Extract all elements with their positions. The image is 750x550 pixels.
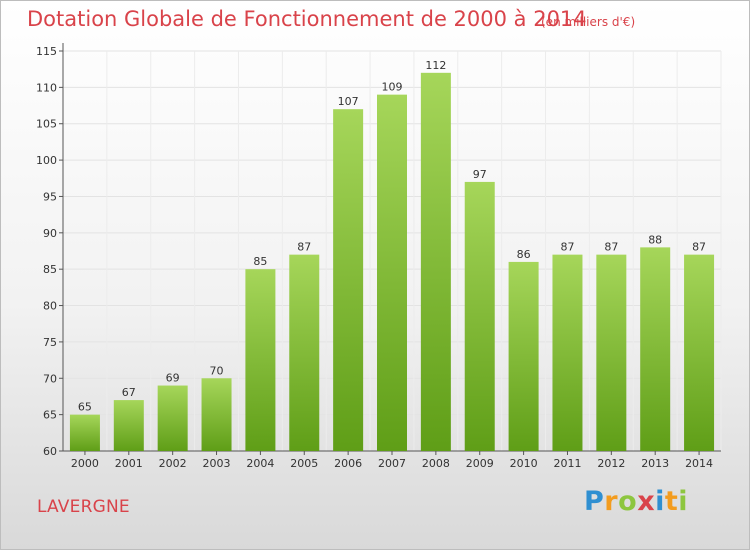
bar (69, 414, 100, 451)
y-tick-label: 90 (43, 227, 57, 240)
x-tick-label: 2005 (290, 457, 318, 470)
y-tick-label: 60 (43, 445, 57, 458)
y-tick-label: 115 (36, 45, 57, 58)
logo-letter: x (637, 486, 656, 517)
x-tick-label: 2000 (71, 457, 99, 470)
logo-letter: o (618, 486, 638, 517)
x-tick-label: 2002 (159, 457, 187, 470)
bar (508, 261, 539, 451)
proxiti-logo[interactable]: Proxiti (584, 486, 688, 517)
data-label: 85 (253, 255, 267, 268)
data-label: 107 (338, 95, 359, 108)
logo-letter: i (655, 486, 665, 517)
y-tick-label: 95 (43, 190, 57, 203)
x-tick-label: 2008 (422, 457, 450, 470)
y-tick-label: 100 (36, 154, 57, 167)
x-tick-label: 2004 (246, 457, 274, 470)
bar (333, 109, 364, 451)
bar (552, 254, 583, 451)
bar (157, 385, 188, 451)
bar (289, 254, 320, 451)
y-tick-label: 105 (36, 118, 57, 131)
x-tick-label: 2012 (597, 457, 625, 470)
x-tick-label: 2010 (510, 457, 538, 470)
x-tick-label: 2014 (685, 457, 713, 470)
y-tick-label: 75 (43, 336, 57, 349)
commune-name: LAVERGNE (37, 497, 130, 517)
chart-unit: (en milliers d'€) (541, 15, 636, 29)
x-tick-label: 2003 (203, 457, 231, 470)
y-tick-label: 65 (43, 409, 57, 422)
data-label: 109 (382, 81, 403, 94)
data-labels: 65 67 69 70 85 87 107 109 112 97 86 87 87 88 87 (78, 59, 706, 414)
bar (113, 400, 144, 451)
y-tick-label: 70 (43, 372, 57, 385)
data-label: 65 (78, 401, 92, 414)
x-tick-label: 2006 (334, 457, 362, 470)
y-tick-label: 80 (43, 300, 57, 313)
data-label: 88 (648, 233, 662, 246)
x-tick-label: 2001 (115, 457, 143, 470)
x-tick-label: 2011 (553, 457, 581, 470)
x-tick-label: 2013 (641, 457, 669, 470)
data-label: 70 (210, 364, 224, 377)
data-label: 112 (425, 59, 446, 72)
data-label: 67 (122, 386, 136, 399)
data-label: 97 (473, 168, 487, 181)
x-tick-label: 2007 (378, 457, 406, 470)
logo-letter: t (664, 486, 679, 517)
x-tick-label: 2009 (466, 457, 494, 470)
bars (69, 72, 715, 452)
data-label: 87 (560, 241, 574, 254)
axes: 60 65 70 75 80 85 90 95 100 105 110 115 2000 2001 2002… (36, 43, 721, 470)
bar (420, 72, 451, 452)
bar (245, 269, 276, 451)
logo-letter: P (584, 486, 605, 517)
data-label: 87 (604, 241, 618, 254)
bar (464, 181, 495, 451)
bar (377, 94, 407, 452)
bar (596, 254, 627, 451)
logo-letter: i (678, 486, 689, 517)
y-tick-label: 85 (43, 263, 57, 276)
data-label: 87 (297, 241, 311, 254)
data-label: 87 (692, 241, 706, 254)
bar (640, 247, 671, 451)
bar (201, 378, 232, 451)
chart-title: Dotation Globale de Fonctionnement de 20… (27, 7, 587, 31)
data-label: 86 (517, 248, 531, 261)
logo-letter: r (604, 486, 619, 517)
data-label: 69 (166, 372, 180, 385)
y-tick-label: 110 (36, 81, 57, 94)
bar (684, 254, 715, 451)
